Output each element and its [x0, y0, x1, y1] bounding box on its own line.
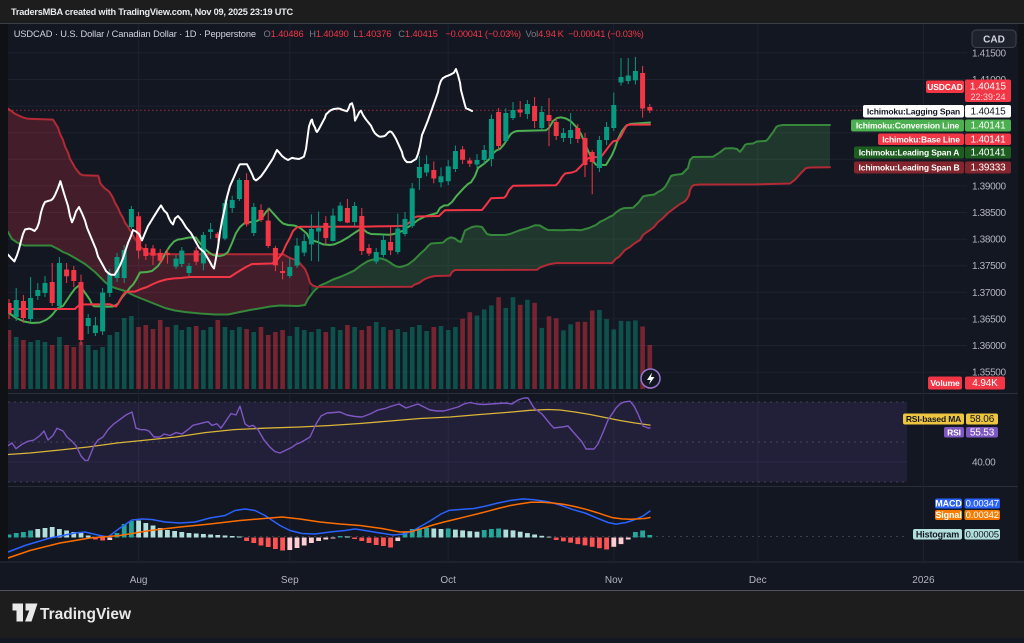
svg-text:CAD: CAD	[983, 35, 1005, 46]
svg-text:O1.40486: O1.40486	[264, 29, 304, 39]
svg-text:0.00342: 0.00342	[966, 510, 999, 521]
svg-text:1.41500: 1.41500	[972, 48, 1006, 59]
svg-text:RSI-based MA: RSI-based MA	[906, 414, 961, 424]
svg-text:58.06: 58.06	[970, 414, 995, 425]
svg-text:22:39:24: 22:39:24	[970, 92, 1005, 102]
svg-text:H1.40490: H1.40490	[309, 29, 349, 39]
svg-text:Aug: Aug	[130, 575, 148, 586]
svg-text:C1.40415: C1.40415	[398, 29, 438, 39]
svg-text:1.37500: 1.37500	[972, 261, 1006, 272]
svg-text:1.40415: 1.40415	[970, 106, 1006, 117]
svg-text:USDCAD · U.S. Dollar / Canadia: USDCAD · U.S. Dollar / Canadian Dollar ·…	[14, 29, 256, 39]
svg-text:Oct: Oct	[440, 575, 456, 586]
svg-text:TradersMBA created with Tradin: TradersMBA created with TradingView.com,…	[11, 7, 294, 17]
svg-text:4.94K: 4.94K	[972, 378, 998, 389]
svg-text:0.00347: 0.00347	[966, 499, 999, 510]
svg-text:1.40415: 1.40415	[970, 82, 1007, 93]
svg-text:1.38000: 1.38000	[972, 235, 1006, 246]
svg-text:Dec: Dec	[749, 575, 767, 586]
svg-text:Ichimoku:Leading Span A: Ichimoku:Leading Span A	[859, 148, 960, 158]
svg-text:1.36500: 1.36500	[972, 314, 1006, 325]
svg-text:Histogram: Histogram	[916, 529, 959, 539]
svg-text:Volume: Volume	[930, 378, 960, 388]
svg-text:L1.40376: L1.40376	[353, 29, 391, 39]
svg-text:1.39333: 1.39333	[970, 163, 1006, 174]
svg-text:1.37000: 1.37000	[972, 288, 1006, 299]
svg-text:Nov: Nov	[605, 575, 623, 586]
svg-text:Sep: Sep	[281, 575, 299, 586]
svg-text:1.36000: 1.36000	[972, 341, 1006, 352]
svg-text:Ichimoku:Leading Span B: Ichimoku:Leading Span B	[859, 163, 960, 173]
svg-text:1.38500: 1.38500	[972, 208, 1006, 219]
svg-text:Ichimoku:Lagging Span: Ichimoku:Lagging Span	[867, 106, 960, 116]
svg-text:2026: 2026	[912, 575, 935, 586]
svg-text:Vol4.94 K: Vol4.94 K	[526, 29, 565, 39]
svg-text:1.35500: 1.35500	[972, 368, 1006, 379]
svg-text:Ichimoku:Base Line: Ichimoku:Base Line	[882, 134, 960, 144]
svg-text:1.39000: 1.39000	[972, 181, 1006, 192]
svg-text:MACD: MACD	[935, 499, 962, 509]
svg-text:RSI: RSI	[947, 427, 961, 437]
svg-text:Ichimoku:Conversion Line: Ichimoku:Conversion Line	[856, 121, 960, 131]
svg-text:0.00005: 0.00005	[966, 529, 999, 540]
svg-text:1.40141: 1.40141	[970, 148, 1006, 159]
svg-text:Signal: Signal	[935, 510, 961, 520]
svg-text:55.53: 55.53	[970, 427, 995, 438]
svg-text:1.40141: 1.40141	[970, 121, 1006, 132]
svg-text:−0.00041 (−0.03%): −0.00041 (−0.03%)	[568, 29, 644, 39]
svg-text:−0.00041 (−0.03%): −0.00041 (−0.03%)	[446, 29, 522, 39]
svg-text:TradingView: TradingView	[40, 606, 132, 623]
svg-text:40.00: 40.00	[972, 458, 996, 469]
svg-text:1.40141: 1.40141	[970, 134, 1006, 145]
svg-text:USDCAD: USDCAD	[927, 82, 962, 92]
